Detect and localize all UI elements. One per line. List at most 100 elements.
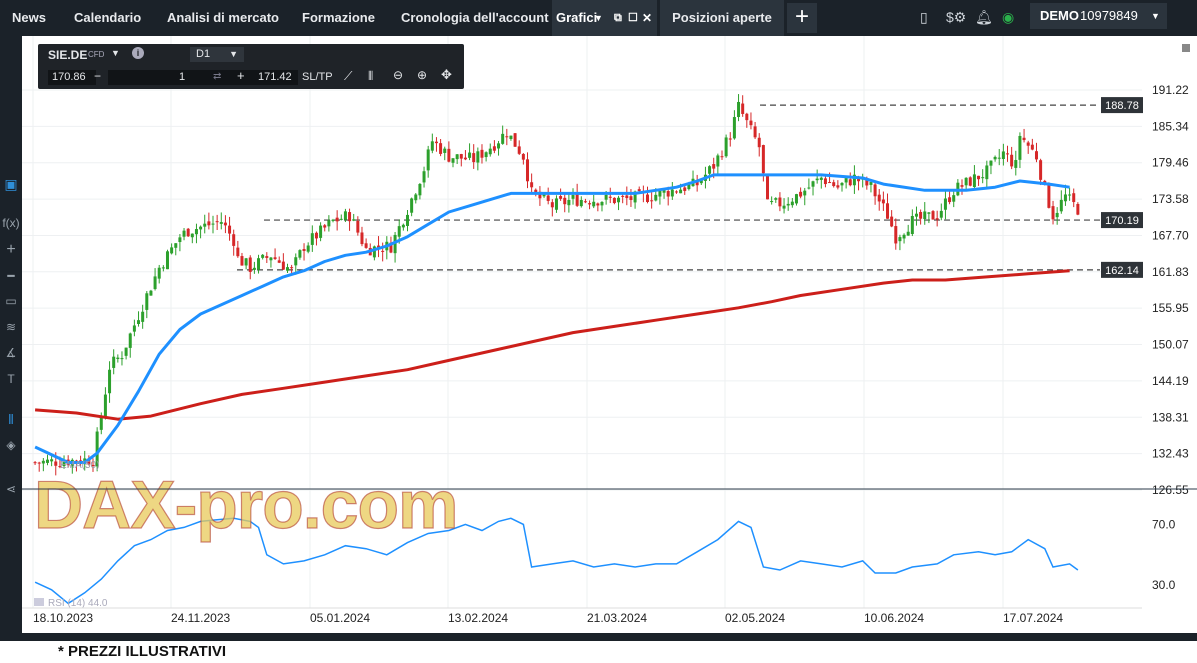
close-icon[interactable]: ✕ (642, 11, 653, 25)
indicators-icon[interactable]: ⦀ (8, 412, 14, 427)
trade-toolbar: SIE.DE CFD ▼ i D1 ▼ 170.86 − 1 ⇄ + 171.4… (38, 44, 464, 89)
share-icon[interactable]: ⋖ (5, 482, 17, 496)
move-icon[interactable]: ✥ (441, 67, 452, 82)
wifi-icon: ◉ (1002, 9, 1015, 25)
candle (447, 148, 451, 162)
candle (1034, 151, 1038, 160)
candle (165, 251, 169, 270)
chevron-down-icon[interactable]: ▼ (1151, 11, 1160, 21)
candle (211, 223, 215, 225)
crosshair-icon[interactable]: + (6, 241, 16, 258)
candle (985, 165, 989, 180)
chevron-down-icon[interactable]: ▼ (594, 13, 603, 23)
angle-tool-icon[interactable]: ∡ (5, 346, 17, 360)
sltp-button[interactable]: SL/TP (302, 71, 333, 83)
candle (931, 211, 935, 220)
symbol-name[interactable]: SIE.DE (48, 48, 88, 62)
layout-icon[interactable]: ▯ (920, 9, 928, 25)
candle (257, 258, 261, 270)
buy-price[interactable]: 171.42 (254, 70, 298, 85)
bottom-bar (0, 633, 1197, 641)
chevron-down-icon[interactable]: ▼ (111, 48, 120, 58)
zoom-in-icon[interactable]: ⊕ (417, 68, 428, 82)
tab-calendario[interactable]: Calendario (74, 10, 142, 25)
candle (145, 293, 149, 310)
candle (343, 211, 347, 220)
candle (401, 224, 405, 228)
chevron-down-icon[interactable]: ▼ (229, 49, 238, 59)
timeframe-select[interactable]: D1 ▼ (190, 47, 244, 62)
candle (45, 459, 49, 463)
candle (103, 394, 107, 419)
function-icon[interactable]: f(x) (2, 216, 20, 230)
price-chart[interactable]: 70.0 30.0 RSI (14) 44.0 191.22 185.34 179.46… (0, 36, 1197, 634)
layers-icon[interactable]: ◈ (6, 438, 16, 452)
candle (844, 178, 848, 183)
info-icon[interactable]: i (132, 47, 144, 59)
candle (786, 203, 790, 206)
candle (886, 203, 890, 219)
candle (509, 135, 513, 139)
add-tab-button[interactable]: + (787, 3, 817, 33)
candle (571, 195, 575, 199)
tab-cronologia-account[interactable]: Cronologia dell'account (401, 10, 549, 25)
detach-icon[interactable]: ⧉ (614, 12, 622, 24)
fibonacci-icon[interactable]: ≋ (5, 320, 17, 334)
candle (194, 229, 198, 235)
candle (1059, 199, 1063, 212)
candle (319, 225, 323, 238)
bell-icon[interactable]: 🔔︎ (975, 9, 993, 25)
candle (161, 267, 165, 269)
candle (62, 462, 66, 467)
candle (476, 151, 480, 163)
candle (819, 177, 823, 180)
swap-icon[interactable]: ⇄ (213, 71, 222, 82)
line-tool-icon[interactable]: ━ (7, 269, 15, 283)
candle (592, 201, 596, 207)
dollar-settings-icon[interactable]: $⚙ (946, 9, 967, 25)
candle (273, 257, 277, 259)
sell-price[interactable]: 170.86 (48, 70, 96, 85)
tab-analisi-di-mercato[interactable]: Analisi di mercato (167, 10, 279, 25)
minus-icon[interactable]: − (94, 69, 102, 83)
candle (865, 178, 869, 186)
tab-grafici[interactable]: Grafici ▼ ⧉ ☐ ✕ (552, 0, 657, 36)
text-tool-icon[interactable]: T (7, 372, 15, 386)
rectangle-tool-icon[interactable]: ▭ (5, 294, 17, 308)
candle (124, 347, 128, 356)
candle (567, 200, 571, 206)
candle (836, 185, 840, 188)
candle (128, 333, 132, 348)
candle (410, 198, 414, 213)
date-tick-label: 05.01.2024 (310, 611, 370, 625)
candle (662, 190, 666, 193)
candle (877, 194, 881, 202)
tab-formazione[interactable]: Formazione (302, 10, 375, 25)
candle (1006, 153, 1010, 155)
window-icon[interactable]: ▣ (4, 176, 18, 192)
tab-posizioni-aperte[interactable]: Posizioni aperte (660, 0, 784, 36)
zoom-out-icon[interactable]: ⊖ (393, 68, 404, 82)
account-selector[interactable]: DEMO 10979849 ▼ (1030, 3, 1167, 29)
line-chart-icon[interactable]: ⟋ (344, 69, 353, 83)
candle (252, 267, 256, 270)
tab-news[interactable]: News (12, 10, 46, 25)
candle (993, 156, 997, 160)
candle (244, 258, 248, 266)
candle (612, 197, 616, 204)
date-tick-label: 02.05.2024 (725, 611, 785, 625)
quantity-input[interactable]: 1 (108, 70, 256, 85)
candle (455, 154, 459, 160)
plus-icon[interactable]: + (237, 68, 245, 83)
candle (1026, 142, 1030, 146)
candle (852, 174, 856, 186)
level-price-tag (1101, 97, 1143, 114)
maximize-icon[interactable]: ☐ (628, 12, 638, 24)
candle (894, 226, 898, 244)
candle (811, 181, 815, 187)
candles-icon[interactable]: ⦀ (368, 69, 374, 83)
candle (228, 225, 232, 234)
candle (720, 156, 724, 158)
candle (50, 459, 54, 462)
candle (327, 220, 331, 227)
